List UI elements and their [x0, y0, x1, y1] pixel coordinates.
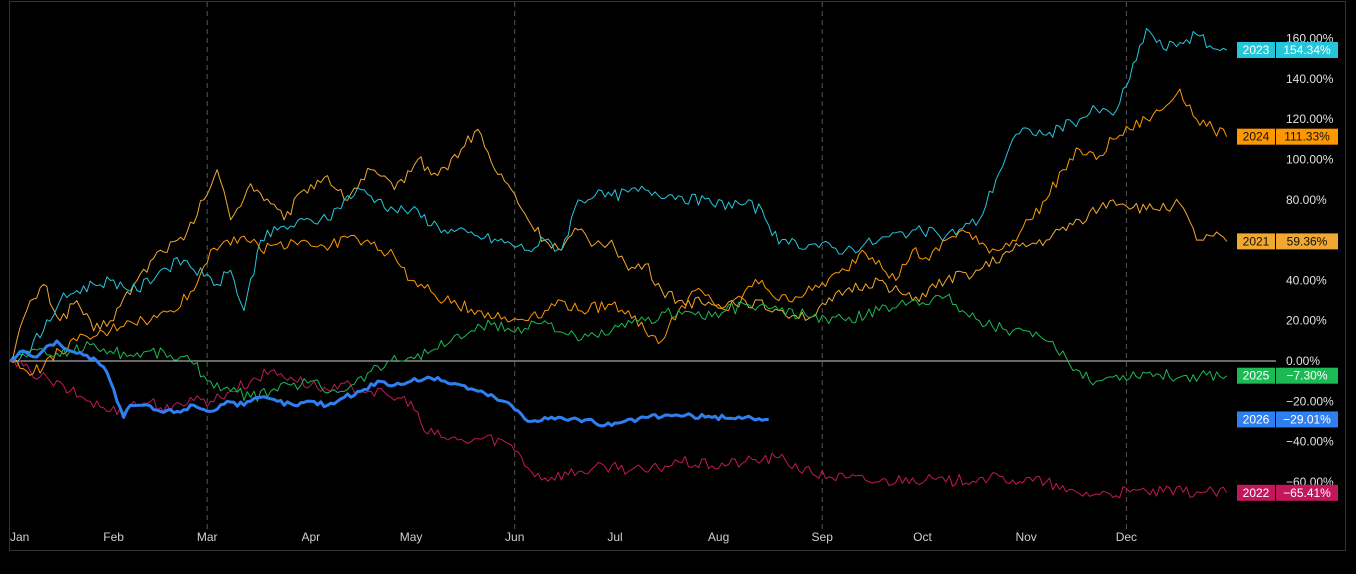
y-tick-label: −20.00% [1286, 394, 1334, 408]
series-line-2024 [9, 88, 1228, 376]
x-tick-label: Apr [301, 530, 320, 544]
badge-year-text: 2021 [1243, 234, 1270, 248]
badge-value-text: 59.36% [1287, 234, 1328, 248]
series-line-2026 [9, 339, 769, 428]
badge-value-text: −7.30% [1286, 369, 1327, 383]
badge-year-bg [1237, 42, 1275, 59]
series-line-2023 [9, 28, 1227, 363]
y-tick-label: 0.00% [1286, 354, 1320, 368]
badge-value-bg [1276, 128, 1338, 145]
y-tick-label: −40.00% [1286, 435, 1334, 449]
x-tick-label: Aug [708, 530, 729, 544]
badge-value-text: −29.01% [1283, 412, 1331, 426]
series-line-2022 [9, 357, 1228, 499]
last-value-badge-2021: 2021 59.36% [1237, 233, 1338, 250]
badge-value-bg [1276, 367, 1338, 384]
x-tick-label: Feb [103, 530, 124, 544]
badge-year-bg [1237, 128, 1275, 145]
x-tick-label: Jun [505, 530, 524, 544]
badge-year-bg [1237, 411, 1275, 428]
badge-year-text: 2024 [1243, 130, 1270, 144]
badge-value-bg [1276, 233, 1338, 250]
series-line-2021 [9, 128, 1228, 362]
badge-year-bg [1237, 367, 1275, 384]
badge-value-bg [1276, 411, 1338, 428]
last-value-badge-2023: 2023 154.34% [1237, 42, 1338, 59]
y-tick-label: 40.00% [1286, 273, 1327, 287]
x-tick-label: Nov [1015, 530, 1036, 544]
badge-value-text: 154.34% [1283, 43, 1331, 57]
x-tick-label: Sep [812, 530, 834, 544]
last-value-badge-2022: 2022 −65.41% [1237, 484, 1338, 501]
x-tick-label: Jul [607, 530, 622, 544]
x-tick-label: Dec [1116, 530, 1137, 544]
y-tick-label: 80.00% [1286, 193, 1327, 207]
badge-year-bg [1237, 484, 1275, 501]
x-tick-label: Mar [197, 530, 218, 544]
x-tick-label: Oct [913, 530, 932, 544]
badge-value-text: 111.33% [1284, 130, 1330, 144]
y-tick-label: 140.00% [1286, 72, 1334, 86]
last-value-badge-2024: 2024 111.33% [1237, 128, 1338, 145]
x-tick-label: May [400, 530, 423, 544]
badge-value-bg [1276, 42, 1338, 59]
y-tick-label: 100.00% [1286, 153, 1334, 167]
y-tick-label: 120.00% [1286, 112, 1334, 126]
badge-year-text: 2025 [1243, 369, 1270, 383]
last-value-badge-2026: 2026 −29.01% [1237, 411, 1338, 428]
badge-year-text: 2023 [1243, 43, 1270, 57]
badge-year-bg [1237, 233, 1275, 250]
badge-value-bg [1276, 484, 1338, 501]
x-tick-label: Jan [10, 530, 29, 544]
badge-year-text: 2026 [1243, 412, 1270, 426]
badge-year-text: 2022 [1243, 486, 1270, 500]
last-value-badge-2025: 2025 −7.30% [1237, 367, 1338, 384]
badge-value-text: −65.41% [1283, 486, 1331, 500]
y-tick-label: 20.00% [1286, 314, 1327, 328]
series-line-2025 [9, 293, 1228, 402]
